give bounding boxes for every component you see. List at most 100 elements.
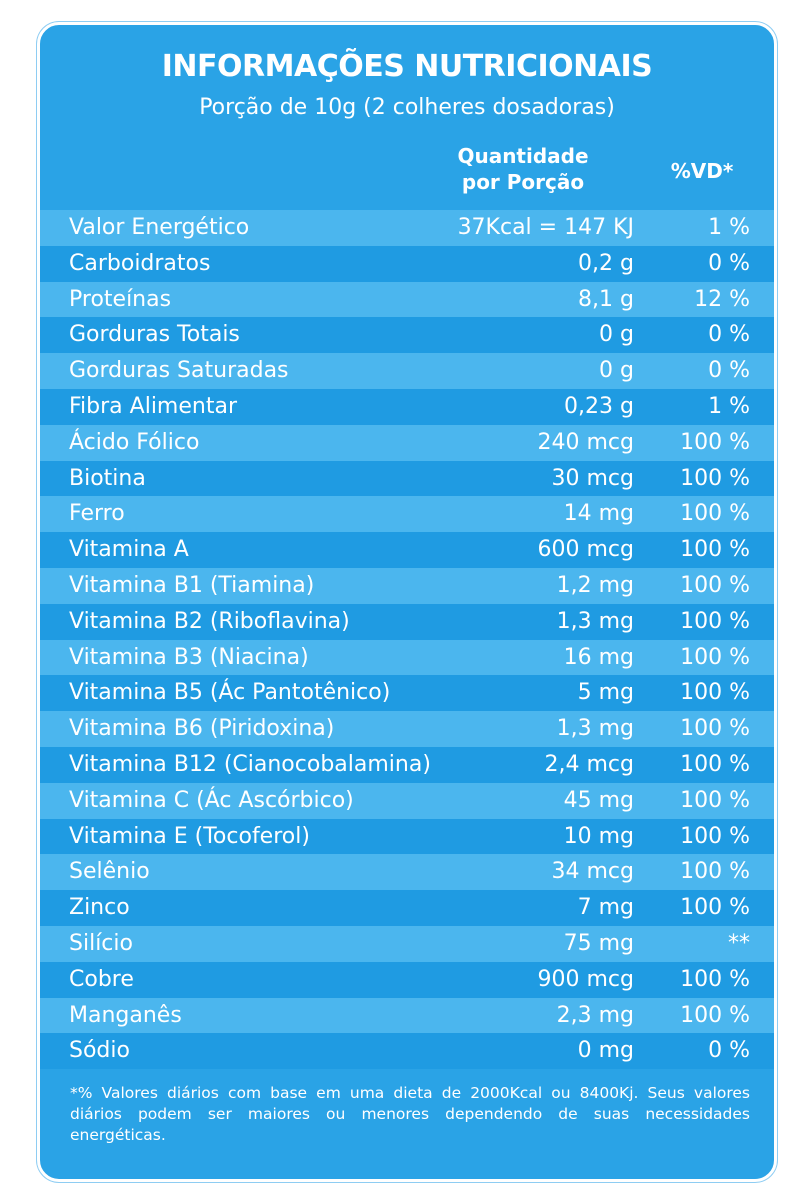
nutrient-daily-value: 100 % [680, 644, 750, 670]
table-row: Fibra Alimentar 0,23 g 1 % [40, 388, 774, 425]
nutrient-name: Vitamina E (Tocoferol) [69, 823, 310, 849]
nutrient-quantity: 8,1 g [578, 286, 634, 312]
nutrient-quantity: 0 mg [577, 1038, 634, 1064]
nutrient-name: Vitamina B12 (Cianocobalamina) [69, 751, 431, 777]
nutrient-daily-value: 0 % [708, 1038, 750, 1064]
nutrient-quantity: 30 mcg [551, 465, 634, 491]
table-row: Biotina 30 mcg 100 % [40, 460, 774, 497]
nutrient-quantity: 0,2 g [578, 250, 634, 276]
daily-value-column-header: %VD* [670, 159, 734, 183]
nutrient-daily-value: 100 % [680, 608, 750, 634]
table-row: Cobre 900 mcg 100 % [40, 961, 774, 998]
table-row: Ferro 14 mg 100 % [40, 496, 774, 533]
nutrient-name: Manganês [69, 1002, 182, 1028]
quantity-header-line2: por Porção [461, 170, 585, 194]
nutrient-name: Proteínas [69, 286, 172, 312]
quantity-column-header: Quantidade por Porção [438, 143, 608, 195]
nutrient-quantity: 0 g [599, 358, 634, 384]
nutrient-daily-value: 100 % [680, 716, 750, 742]
table-row: Selênio 34 mcg 100 % [40, 854, 774, 891]
nutrient-quantity: 7 mg [577, 895, 634, 921]
table-row: Vitamina B2 (Riboflavina) 1,3 mg 100 % [40, 603, 774, 640]
nutrient-daily-value: 100 % [680, 501, 750, 527]
nutrient-name: Selênio [69, 859, 150, 885]
nutrient-quantity: 16 mg [563, 644, 634, 670]
quantity-header-line1: Quantidade [457, 144, 589, 168]
nutrient-quantity: 75 mg [563, 930, 634, 956]
table-row: Vitamina C (Ác Ascórbico) 45 mg 100 % [40, 782, 774, 819]
table-row: Silício 75 mg ** [40, 925, 774, 962]
nutrition-facts-panel: INFORMAÇÕES NUTRICIONAIS Porção de 10g (… [37, 22, 777, 1182]
nutrient-quantity: 2,3 mg [556, 1002, 634, 1028]
nutrient-name: Vitamina B1 (Tiamina) [69, 572, 315, 598]
nutrient-name: Vitamina B6 (Piridoxina) [69, 716, 335, 742]
nutrient-name: Sódio [69, 1038, 130, 1064]
nutrient-quantity: 1,3 mg [556, 608, 634, 634]
table-row: Vitamina B1 (Tiamina) 1,2 mg 100 % [40, 567, 774, 604]
table-row: Vitamina B3 (Niacina) 16 mg 100 % [40, 639, 774, 676]
page-title: INFORMAÇÕES NUTRICIONAIS [161, 49, 653, 84]
nutrient-quantity: 2,4 mcg [544, 751, 634, 777]
nutrient-name: Ácido Fólico [69, 429, 200, 455]
nutrient-daily-value: 100 % [680, 429, 750, 455]
nutrient-quantity: 5 mg [577, 680, 634, 706]
table-row: Vitamina A 600 mcg 100 % [40, 532, 774, 568]
nutrient-name: Vitamina A [69, 537, 189, 563]
nutrient-daily-value: 100 % [680, 859, 750, 885]
table-row: Ácido Fólico 240 mcg 100 % [40, 424, 774, 461]
nutrient-name: Vitamina C (Ác Ascórbico) [69, 787, 354, 813]
nutrient-name: Cobre [69, 966, 134, 992]
nutrient-daily-value: 100 % [680, 1002, 750, 1028]
nutrient-quantity: 0 g [599, 322, 634, 348]
nutrient-quantity: 10 mg [563, 823, 634, 849]
nutrient-name: Fibra Alimentar [69, 393, 237, 419]
table-row: Manganês 2,3 mg 100 % [40, 997, 774, 1034]
nutrient-name: Biotina [69, 465, 146, 491]
nutrient-daily-value: 0 % [708, 250, 750, 276]
nutrient-name: Ferro [69, 501, 125, 527]
nutrient-name: Gorduras Saturadas [69, 358, 289, 384]
nutrient-quantity: 14 mg [563, 501, 634, 527]
nutrient-quantity: 45 mg [563, 787, 634, 813]
nutrient-quantity: 1,2 mg [556, 572, 634, 598]
nutrient-daily-value: 100 % [680, 537, 750, 563]
nutrient-quantity: 37Kcal = 147 KJ [457, 215, 634, 240]
table-row: Vitamina E (Tocoferol) 10 mg 100 % [40, 818, 774, 855]
nutrient-name: Valor Energético [69, 215, 250, 240]
table-row: Gorduras Saturadas 0 g 0 % [40, 353, 774, 389]
nutrient-quantity: 240 mcg [537, 429, 634, 455]
nutrient-daily-value: 100 % [680, 823, 750, 849]
nutrient-daily-value: 100 % [680, 895, 750, 921]
nutrient-quantity: 0,23 g [564, 393, 634, 419]
nutrient-daily-value: 100 % [680, 787, 750, 813]
table-row: Carboidratos 0,2 g 0 % [40, 245, 774, 282]
nutrient-name: Silício [69, 930, 133, 956]
nutrient-daily-value: 12 % [694, 286, 750, 312]
nutrient-daily-value: 1 % [708, 215, 750, 240]
nutrient-quantity: 600 mcg [537, 537, 634, 563]
nutrient-daily-value: 0 % [708, 322, 750, 348]
nutrient-quantity: 1,3 mg [556, 716, 634, 742]
nutrient-daily-value: 100 % [680, 966, 750, 992]
table-row: Gorduras Totais 0 g 0 % [40, 317, 774, 354]
table-row: Proteínas 8,1 g 12 % [40, 281, 774, 318]
nutrient-name: Vitamina B5 (Ác Pantotênico) [69, 680, 391, 706]
nutrient-quantity: 900 mcg [537, 966, 634, 992]
nutrient-name: Vitamina B2 (Riboflavina) [69, 608, 350, 634]
nutrient-daily-value: 0 % [708, 358, 750, 384]
table-row: Vitamina B5 (Ác Pantotênico) 5 mg 100 % [40, 675, 774, 712]
footnote: *% Valores diários com base em uma dieta… [70, 1084, 750, 1144]
nutrient-daily-value: 100 % [680, 465, 750, 491]
table-row: Vitamina B6 (Piridoxina) 1,3 mg 100 % [40, 711, 774, 747]
nutrient-name: Zinco [69, 895, 130, 921]
table-row: Sódio 0 mg 0 % [40, 1033, 774, 1070]
table-row: Valor Energético 37Kcal = 147 KJ 1 % [40, 210, 774, 246]
nutrient-name: Vitamina B3 (Niacina) [69, 644, 309, 670]
nutrient-name: Carboidratos [69, 250, 211, 276]
table-row: Zinco 7 mg 100 % [40, 890, 774, 926]
nutrient-table: Valor Energético 37Kcal = 147 KJ 1 % Carboi… [40, 210, 774, 1070]
serving-size: Porção de 10g (2 colheres dosadoras) [199, 95, 615, 120]
nutrient-daily-value: ** [728, 930, 750, 956]
nutrient-daily-value: 100 % [680, 680, 750, 706]
nutrient-daily-value: 1 % [708, 393, 750, 419]
